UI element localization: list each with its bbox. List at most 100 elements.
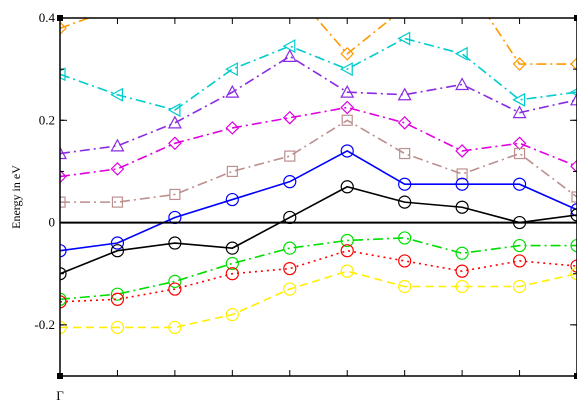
band-line bbox=[60, 119, 577, 203]
data-point bbox=[225, 267, 239, 281]
data-point bbox=[225, 256, 239, 271]
data-point bbox=[167, 115, 182, 129]
band-series-3 bbox=[60, 49, 577, 160]
band-series-5 bbox=[60, 114, 577, 208]
data-point bbox=[340, 144, 354, 158]
band-line bbox=[60, 249, 577, 303]
data-point bbox=[454, 46, 468, 61]
data-point bbox=[398, 254, 412, 268]
data-point bbox=[455, 77, 470, 91]
band-line bbox=[60, 106, 577, 178]
data-point bbox=[455, 246, 469, 260]
data-point bbox=[397, 115, 412, 130]
data-point bbox=[398, 231, 412, 245]
data-point bbox=[60, 320, 67, 335]
y-tick-label: -0.2 bbox=[34, 317, 55, 332]
data-point bbox=[60, 169, 67, 184]
data-point bbox=[397, 87, 412, 101]
data-point bbox=[570, 208, 577, 222]
data-point bbox=[60, 295, 67, 309]
data-point bbox=[168, 320, 182, 335]
data-point bbox=[340, 233, 354, 248]
data-point bbox=[340, 264, 354, 278]
data-point bbox=[283, 282, 297, 296]
data-point bbox=[398, 195, 412, 209]
y-tick-label: 0 bbox=[49, 215, 56, 230]
data-point bbox=[512, 105, 527, 119]
data-point bbox=[110, 292, 125, 306]
axis-corner-marker bbox=[574, 15, 577, 21]
band-line bbox=[60, 237, 577, 301]
band-line bbox=[60, 18, 577, 65]
data-point bbox=[398, 177, 412, 191]
data-point bbox=[282, 110, 297, 125]
data-point bbox=[340, 180, 354, 194]
data-point bbox=[110, 244, 125, 258]
x-tick-label-gamma: Γ bbox=[56, 388, 64, 403]
data-point bbox=[111, 196, 124, 208]
data-point bbox=[455, 144, 469, 158]
band-series-4 bbox=[60, 100, 577, 184]
data-point bbox=[570, 57, 577, 71]
data-point bbox=[456, 168, 468, 180]
y-axis-label: Energy in eV bbox=[9, 165, 23, 229]
data-point bbox=[110, 162, 125, 176]
data-point bbox=[283, 262, 297, 276]
data-point bbox=[282, 39, 296, 54]
data-point bbox=[225, 121, 240, 135]
data-point bbox=[168, 236, 182, 250]
axis-corner-marker bbox=[574, 373, 577, 379]
data-point bbox=[282, 49, 297, 62]
band-series-9 bbox=[60, 244, 577, 309]
data-point bbox=[60, 146, 68, 160]
data-point bbox=[60, 67, 66, 82]
data-point bbox=[340, 100, 355, 115]
data-point bbox=[341, 114, 353, 126]
data-point bbox=[512, 254, 527, 268]
data-point bbox=[397, 31, 411, 46]
data-point bbox=[455, 200, 469, 214]
data-point bbox=[283, 241, 297, 255]
band-line bbox=[60, 270, 577, 329]
data-point bbox=[455, 177, 469, 191]
data-point bbox=[110, 320, 125, 335]
data-point bbox=[168, 274, 182, 288]
data-point bbox=[340, 84, 355, 98]
band-series-2 bbox=[60, 31, 577, 118]
data-point bbox=[512, 92, 526, 107]
data-point bbox=[399, 147, 411, 160]
data-point bbox=[60, 196, 66, 208]
data-point bbox=[168, 136, 182, 151]
data-point bbox=[225, 84, 240, 98]
data-point bbox=[339, 62, 353, 77]
band-series-1 bbox=[60, 2, 577, 71]
data-point bbox=[512, 238, 527, 253]
data-point bbox=[284, 150, 296, 162]
data-point bbox=[570, 203, 577, 217]
data-point bbox=[340, 244, 354, 258]
data-point bbox=[167, 103, 181, 118]
y-tick-label: 0.2 bbox=[39, 112, 55, 127]
data-point bbox=[225, 308, 239, 322]
data-point bbox=[110, 287, 125, 301]
band-series-8 bbox=[60, 231, 577, 306]
data-point bbox=[512, 177, 527, 191]
data-point bbox=[399, 2, 411, 14]
data-point bbox=[570, 259, 577, 273]
data-point bbox=[512, 57, 527, 71]
data-point bbox=[340, 46, 355, 61]
data-point bbox=[570, 267, 577, 281]
data-point bbox=[110, 236, 125, 250]
data-point bbox=[512, 136, 527, 151]
data-point bbox=[455, 279, 469, 294]
plot-frame bbox=[59, 17, 577, 377]
data-point bbox=[225, 241, 239, 255]
data-point bbox=[513, 147, 526, 160]
data-point bbox=[110, 138, 125, 152]
band-line bbox=[60, 55, 577, 155]
data-point bbox=[512, 279, 527, 294]
data-point bbox=[111, 2, 123, 14]
data-point bbox=[455, 264, 469, 278]
y-tick-label: 0.4 bbox=[39, 10, 56, 25]
